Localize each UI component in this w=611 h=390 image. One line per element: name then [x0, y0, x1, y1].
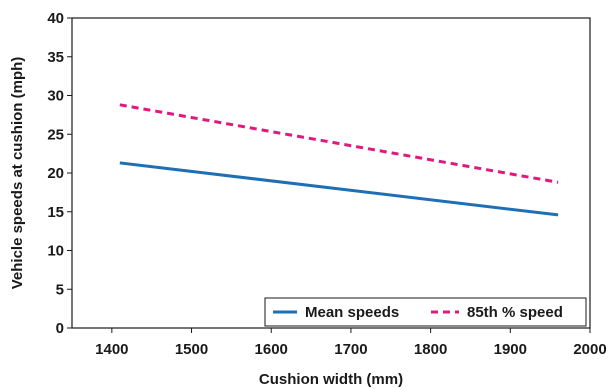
x-tick-label: 1900: [494, 341, 527, 358]
y-tick-label: 15: [47, 204, 64, 221]
y-tick-label: 25: [47, 126, 64, 143]
legend-box: [264, 297, 587, 327]
y-tick-label: 0: [56, 320, 64, 337]
legend-label-mean-speeds: Mean speeds: [305, 304, 399, 321]
y-tick-label: 30: [47, 88, 64, 105]
y-tick-label: 40: [47, 10, 64, 27]
x-axis-title: Cushion width (mm): [259, 371, 403, 388]
y-axis-ticks: 0 5 10 15 20 25 30 35 40: [47, 10, 72, 337]
series-line-1: [119, 103, 559, 184]
plot-area-frame: [71, 17, 591, 329]
series-line-0: [119, 161, 559, 217]
x-axis-ticks: 1400 1500 1600 1700 1800 1900 2000: [95, 328, 607, 358]
y-axis-title: Vehicle speeds at cushion (mph): [9, 57, 26, 290]
legend: Mean speeds 85th % speed: [264, 297, 587, 327]
x-tick-label: 1400: [95, 341, 128, 358]
x-tick-label: 1500: [175, 341, 208, 358]
y-tick-label: 10: [47, 243, 64, 260]
y-tick-label: 5: [56, 281, 64, 298]
series-layer: [119, 103, 559, 217]
legend-label-85th-speed: 85th % speed: [467, 304, 563, 321]
y-tick-label: 20: [47, 165, 64, 182]
x-tick-label: 2000: [573, 341, 606, 358]
x-tick-label: 1600: [255, 341, 288, 358]
y-tick-label: 35: [47, 49, 64, 66]
x-tick-label: 1800: [414, 341, 447, 358]
x-tick-label: 1700: [334, 341, 367, 358]
